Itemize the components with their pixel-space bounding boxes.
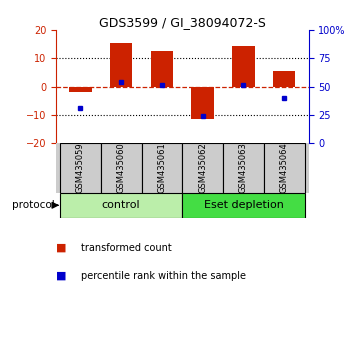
Bar [101, 143, 142, 193]
Bar [69, 87, 92, 92]
Bar [60, 143, 101, 193]
Text: GSM435063: GSM435063 [239, 143, 248, 193]
Bar [264, 143, 305, 193]
Bar [273, 71, 295, 87]
Text: ■: ■ [56, 243, 66, 253]
Text: protocol: protocol [12, 200, 55, 210]
Text: Eset depletion: Eset depletion [204, 200, 283, 210]
Text: transformed count: transformed count [81, 243, 172, 253]
Bar [232, 46, 255, 87]
Bar [151, 51, 173, 87]
Bar [60, 193, 182, 218]
Bar [110, 43, 132, 87]
Text: ■: ■ [56, 271, 66, 281]
Bar [182, 193, 305, 218]
Bar [182, 143, 223, 193]
Title: GDS3599 / GI_38094072-S: GDS3599 / GI_38094072-S [99, 16, 266, 29]
Text: GSM435064: GSM435064 [280, 143, 289, 193]
Text: GSM435059: GSM435059 [76, 143, 85, 193]
Text: GSM435062: GSM435062 [198, 143, 207, 193]
Bar [223, 143, 264, 193]
Text: GSM435061: GSM435061 [157, 143, 166, 193]
Text: percentile rank within the sample: percentile rank within the sample [81, 271, 246, 281]
Text: GSM435060: GSM435060 [117, 143, 126, 193]
Bar [191, 87, 214, 119]
Bar [142, 143, 182, 193]
Text: control: control [102, 200, 140, 210]
